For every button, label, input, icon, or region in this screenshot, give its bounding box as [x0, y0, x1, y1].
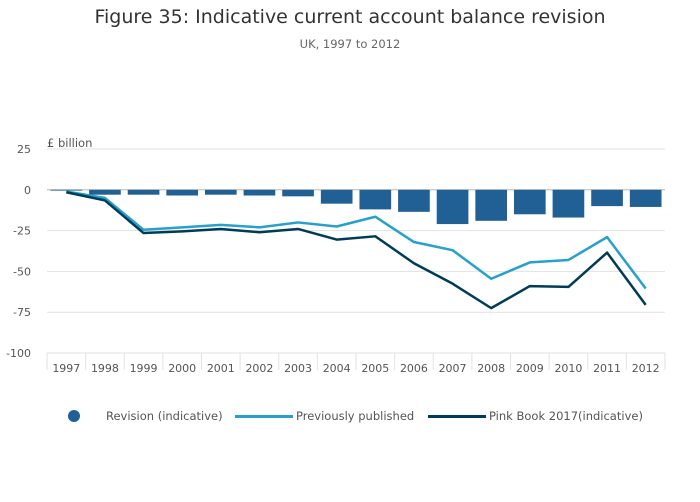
y-axis-unit-label: £ billion	[47, 136, 93, 150]
y-tick-label: -75	[13, 306, 31, 319]
x-tick-label: 2008	[477, 362, 505, 375]
legend-swatch-pink-book	[428, 414, 486, 418]
x-tick-label: 2006	[400, 362, 428, 375]
legend-label-previously-published: Previously published	[296, 409, 415, 423]
revision-bar	[552, 189, 585, 218]
legend-label-revision: Revision (indicative)	[106, 409, 223, 423]
legend-item-revision[interactable]: Revision (indicative)	[68, 404, 223, 428]
revision-bar	[243, 189, 276, 196]
revision-bar	[204, 189, 237, 195]
x-tick-label: 2002	[245, 362, 273, 375]
revision-bars	[50, 189, 662, 225]
legend: Revision (indicative) Previously publish…	[0, 404, 700, 428]
y-tick-label: -25	[13, 225, 31, 238]
revision-bar	[398, 189, 430, 212]
revision-bar	[50, 189, 83, 191]
series-lines	[66, 190, 647, 310]
x-tick-label: 2001	[207, 362, 235, 375]
revision-bar	[127, 189, 160, 195]
gridlines	[47, 148, 665, 354]
chart-title: Figure 35: Indicative current account ba…	[94, 6, 606, 28]
x-tick-label: 2011	[593, 362, 621, 375]
y-tick-label: 25	[17, 143, 31, 156]
y-tick-label: -50	[13, 265, 31, 278]
revision-bar	[436, 189, 469, 225]
legend-swatch-revision	[68, 410, 80, 422]
legend-swatch-previously-published	[235, 414, 293, 418]
x-tick-label: 2012	[632, 362, 660, 375]
previously-published-line	[66, 190, 647, 290]
legend-label-pink-book: Pink Book 2017(indicative)	[489, 409, 643, 423]
x-tick-label: 2009	[516, 362, 544, 375]
revision-bar	[320, 189, 353, 204]
revision-bar	[513, 189, 546, 215]
revision-bar	[359, 189, 392, 210]
revision-bar	[475, 189, 508, 221]
chart-subtitle: UK, 1997 to 2012	[299, 37, 401, 51]
revision-bar	[282, 189, 314, 197]
revision-bar	[591, 189, 623, 207]
legend-item-pink-book[interactable]: Pink Book 2017(indicative)	[428, 404, 643, 428]
y-tick-label: 0	[24, 184, 31, 197]
x-tick-label: 2004	[323, 362, 351, 375]
y-tick-label: -100	[6, 347, 31, 360]
x-tick-label: 2003	[284, 362, 312, 375]
x-tick-label: 1997	[52, 362, 80, 375]
x-tick-label: 1998	[91, 362, 119, 375]
x-tick-label: 2000	[168, 362, 196, 375]
revision-bar	[89, 189, 121, 195]
x-tick-label: 1999	[130, 362, 158, 375]
axes: 25 0 -25 -50 -75 -100 1997 1998 1999 2000 2001 2002…	[6, 143, 666, 375]
pink-book-line	[66, 191, 647, 310]
legend-item-previously-published[interactable]: Previously published	[235, 404, 414, 428]
revision-bar	[166, 189, 199, 196]
x-tick-label: 2010	[554, 362, 582, 375]
x-tick-label: 2007	[439, 362, 467, 375]
revision-bar	[629, 189, 662, 207]
x-tick-label: 2005	[361, 362, 389, 375]
